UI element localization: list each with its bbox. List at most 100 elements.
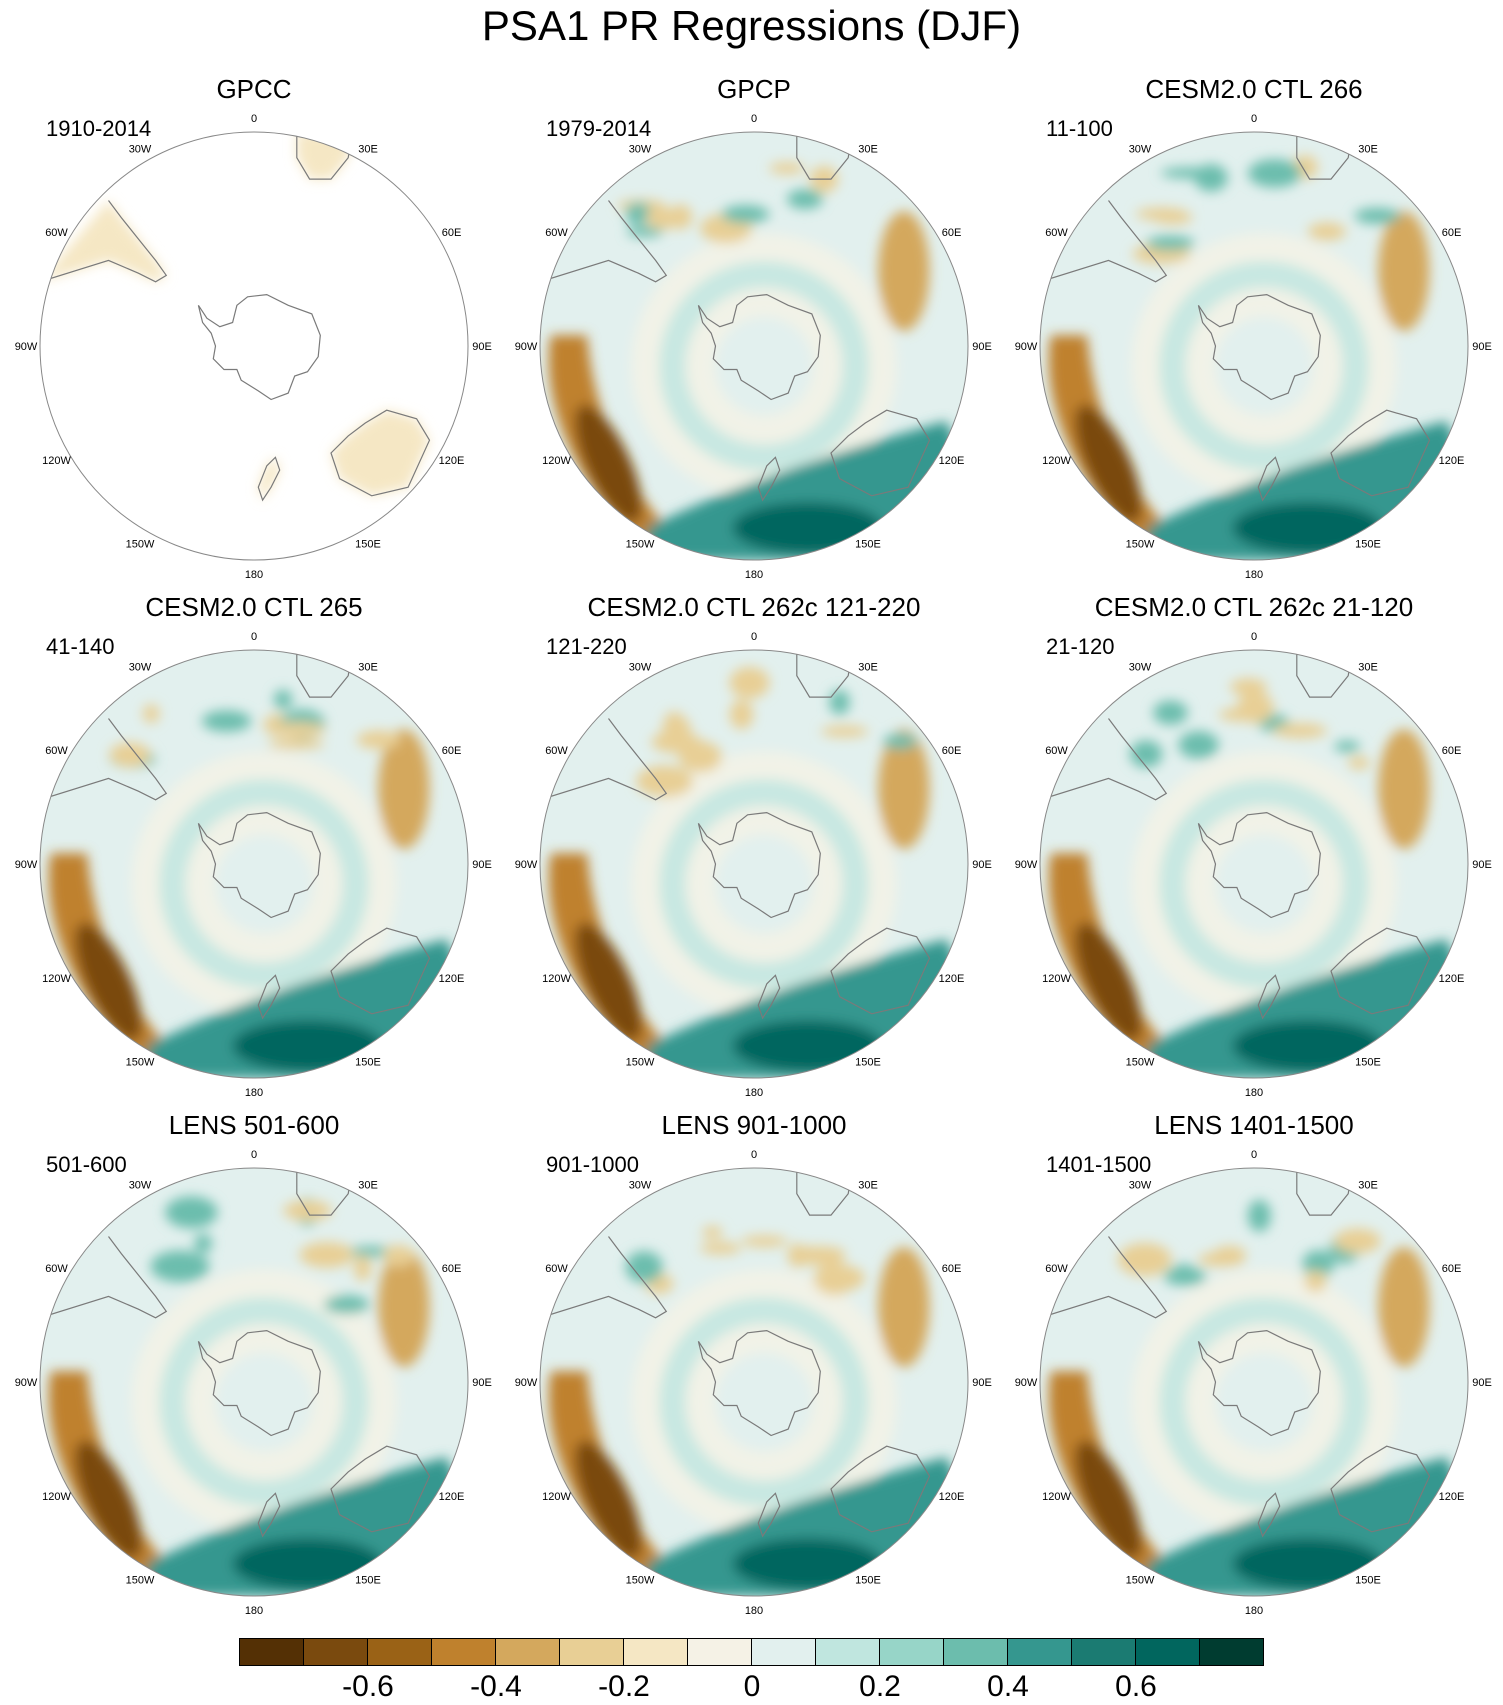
panel-period: 1979-2014	[546, 116, 652, 141]
polar-map: 0 30E 60E 90E 120E 150E 180 150W 120W 90W 60W 30W	[15, 113, 492, 581]
polar-map: 0 30E 60E 90E 120E 150E 180 150W 120W 90W 60W 30W	[15, 631, 492, 1099]
longitude-label: 120E	[939, 455, 965, 467]
longitude-label: 30E	[358, 144, 378, 156]
longitude-label: 30W	[1129, 144, 1152, 156]
coastline	[257, 456, 281, 502]
longitude-label: 180	[745, 569, 763, 581]
longitude-label: 90W	[515, 1377, 538, 1389]
regression-field	[1040, 650, 1468, 1078]
longitude-label: 0	[751, 1149, 757, 1161]
polar-map: 0 30E 60E 90E 120E 150E 180 150W 120W 90W 60W 30W	[1015, 631, 1492, 1099]
longitude-label: 90E	[1472, 341, 1492, 353]
regression-field	[1040, 1168, 1468, 1596]
colorbar-swatch	[751, 1638, 816, 1666]
colorbar-tick-label: 0.2	[859, 1670, 901, 1703]
panel-period: 1401-1500	[1046, 1152, 1152, 1177]
longitude-label: 30E	[1358, 1180, 1378, 1192]
longitude-label: 60E	[942, 227, 962, 239]
longitude-label: 90E	[972, 859, 992, 871]
longitude-label: 120W	[1042, 973, 1071, 985]
longitude-label: 60E	[1442, 227, 1462, 239]
colorbar-swatch	[1007, 1638, 1072, 1666]
longitude-label: 30W	[629, 1180, 652, 1192]
colorbar-swatch	[815, 1638, 880, 1666]
panel-period: 11-100	[1046, 116, 1113, 141]
coastline	[697, 1329, 821, 1437]
colorbar-tick-label: -0.6	[342, 1670, 394, 1703]
map-panel: 0 30E 60E 90E 120E 150E 180 150W 120W 90W 60W 30W LE…	[504, 1110, 1004, 1630]
longitude-label: 30W	[1129, 1180, 1152, 1192]
longitude-label: 150W	[1126, 1057, 1155, 1069]
panel-title: GPCC	[216, 74, 292, 104]
panel-period: 501-600	[46, 1152, 127, 1177]
colorbar-tick-label: -0.4	[470, 1670, 522, 1703]
polar-map: 0 30E 60E 90E 120E 150E 180 150W 120W 90W 60W 30W	[515, 113, 992, 581]
coastline	[830, 409, 931, 497]
panel-period: 1910-2014	[46, 116, 152, 141]
polar-map: 0 30E 60E 90E 120E 150E 180 150W 120W 90W 60W 30W	[1015, 113, 1492, 581]
coastline	[40, 718, 168, 801]
map-boundary	[39, 131, 469, 561]
colorbar-swatch	[495, 1638, 560, 1666]
longitude-label: 150E	[1355, 539, 1381, 551]
longitude-label: 90W	[15, 341, 38, 353]
panel-period: 901-1000	[546, 1152, 639, 1177]
colorbar-swatch	[943, 1638, 1008, 1666]
longitude-label: 90W	[515, 859, 538, 871]
longitude-label: 120E	[939, 973, 965, 985]
longitude-label: 120E	[439, 973, 465, 985]
longitude-label: 120E	[439, 1491, 465, 1503]
map-boundary	[1039, 649, 1469, 1079]
longitude-label: 30E	[858, 144, 878, 156]
longitude-label: 60E	[942, 745, 962, 757]
colorbar-tick-label: 0.6	[1115, 1670, 1157, 1703]
longitude-label: 30E	[858, 1180, 878, 1192]
panel-title: CESM2.0 CTL 262c 21-120	[1094, 592, 1414, 622]
longitude-label: 30W	[129, 1180, 152, 1192]
regression-field	[40, 132, 468, 560]
coastline	[697, 811, 821, 919]
longitude-label: 120W	[542, 455, 571, 467]
colorbar-swatch	[687, 1638, 752, 1666]
colorbar-swatch	[559, 1638, 624, 1666]
polar-map: 0 30E 60E 90E 120E 150E 180 150W 120W 90W 60W 30W	[15, 1149, 492, 1617]
panel-title: LENS 901-1000	[661, 1110, 847, 1140]
longitude-label: 150W	[1126, 539, 1155, 551]
longitude-label: 180	[245, 569, 263, 581]
map-boundary	[39, 649, 469, 1079]
longitude-label: 150E	[1355, 1575, 1381, 1587]
map-boundary	[1039, 1167, 1469, 1597]
longitude-label: 120E	[1439, 1491, 1465, 1503]
coastline	[40, 1236, 168, 1319]
map-panel: 0 30E 60E 90E 120E 150E 180 150W 120W 90W 60W 30W GP…	[4, 74, 504, 594]
regression-field	[40, 650, 468, 1078]
longitude-label: 60W	[545, 227, 568, 239]
longitude-label: 180	[745, 1605, 763, 1617]
longitude-label: 150E	[1355, 1057, 1381, 1069]
longitude-label: 60E	[442, 227, 462, 239]
colorbar-swatch	[623, 1638, 688, 1666]
colorbar-tick-label: -0.2	[598, 1670, 650, 1703]
coastline	[757, 456, 781, 502]
coastline	[1330, 927, 1431, 1015]
longitude-label: 0	[251, 113, 257, 125]
longitude-label: 60W	[1045, 745, 1068, 757]
longitude-label: 90W	[1015, 859, 1038, 871]
longitude-label: 90E	[972, 341, 992, 353]
longitude-label: 0	[1251, 113, 1257, 125]
coastline	[540, 200, 668, 283]
regression-field	[540, 132, 968, 560]
longitude-label: 180	[1245, 569, 1263, 581]
polar-map: 0 30E 60E 90E 120E 150E 180 150W 120W 90W 60W 30W	[1015, 1149, 1492, 1617]
longitude-label: 60E	[442, 745, 462, 757]
map-panel: 0 30E 60E 90E 120E 150E 180 150W 120W 90W 60W 30W CE…	[1004, 592, 1503, 1112]
longitude-label: 60E	[1442, 745, 1462, 757]
coastline	[197, 1329, 321, 1437]
coastline	[1040, 200, 1168, 283]
longitude-label: 60W	[45, 1263, 68, 1275]
longitude-label: 90W	[1015, 1377, 1038, 1389]
coastline	[697, 293, 821, 401]
longitude-label: 60W	[1045, 227, 1068, 239]
coastline	[1197, 293, 1321, 401]
panel-title: CESM2.0 CTL 262c 121-220	[587, 592, 921, 622]
